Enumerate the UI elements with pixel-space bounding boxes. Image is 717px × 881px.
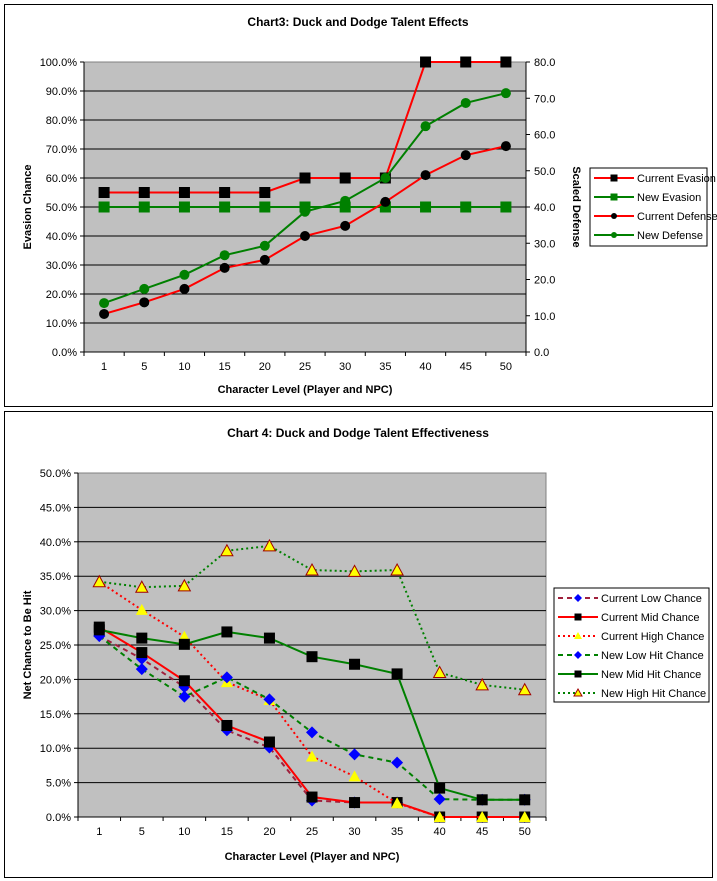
- y-tick-label: 100.0%: [40, 57, 78, 69]
- y2-tick-label: 10.0: [534, 311, 555, 323]
- data-point: [219, 201, 231, 213]
- x-tick-label: 10: [178, 361, 190, 373]
- chart3-title: Chart3: Duck and Dodge Talent Effects: [247, 15, 468, 29]
- legend-label: Current Evasion: [637, 173, 716, 185]
- legend: [589, 167, 708, 247]
- data-point: [259, 240, 270, 251]
- x-tick-label: 45: [460, 361, 472, 373]
- data-point: [99, 308, 110, 319]
- data-point: [219, 187, 231, 198]
- data-point: [179, 283, 190, 294]
- chart3-x-axis-label: Character Level (Player and NPC): [218, 384, 393, 396]
- legend-marker: [611, 232, 617, 238]
- y2-tick-label: 0.0: [534, 347, 549, 359]
- legend-label: New Evasion: [637, 192, 701, 204]
- y2-tick-label: 20.0: [534, 275, 555, 287]
- data-point: [500, 201, 512, 213]
- y2-tick-label: 70.0: [534, 93, 555, 105]
- legend-marker: [610, 174, 618, 182]
- data-point: [300, 206, 310, 217]
- data-point: [99, 298, 110, 309]
- legend-label: Current Defense: [637, 211, 717, 223]
- data-point: [500, 141, 511, 152]
- data-point: [178, 201, 190, 213]
- data-point: [380, 196, 391, 207]
- y-tick-label: 20.0%: [46, 289, 77, 301]
- y2-tick-label: 50.0: [534, 166, 555, 178]
- data-point: [500, 56, 512, 68]
- data-point: [179, 269, 190, 280]
- legend-marker: [610, 193, 618, 201]
- y2-tick-label: 30.0: [534, 238, 555, 250]
- chart3-y2-axis-label: Scaled Defense: [570, 166, 582, 247]
- data-point: [420, 56, 432, 68]
- data-point: [259, 187, 271, 198]
- data-point: [340, 195, 351, 206]
- data-point: [259, 254, 270, 265]
- x-tick-label: 35: [379, 361, 391, 373]
- data-point: [420, 201, 432, 213]
- data-point: [460, 150, 471, 161]
- x-tick-label: 5: [141, 361, 147, 373]
- data-point: [219, 262, 230, 273]
- data-point: [500, 88, 511, 99]
- data-point: [460, 201, 472, 213]
- x-tick-label: 15: [219, 361, 231, 373]
- data-point: [138, 201, 150, 213]
- data-point: [139, 283, 150, 294]
- x-tick-label: 20: [259, 361, 271, 373]
- data-point: [340, 220, 351, 231]
- data-point: [300, 231, 310, 241]
- y2-tick-label: 40.0: [534, 202, 555, 214]
- data-point: [178, 187, 190, 198]
- legend-marker: [611, 213, 617, 219]
- x-tick-label: 50: [500, 361, 512, 373]
- data-point: [460, 97, 471, 108]
- x-tick-label: 30: [339, 361, 351, 373]
- data-point: [460, 56, 472, 68]
- y-tick-label: 70.0%: [46, 144, 77, 156]
- x-tick-label: 40: [419, 361, 431, 373]
- y-tick-label: 90.0%: [46, 86, 77, 98]
- data-point: [380, 173, 391, 183]
- x-tick-label: 25: [299, 361, 311, 373]
- data-point: [420, 170, 431, 181]
- y-tick-label: 0.0%: [52, 347, 77, 359]
- data-point: [420, 121, 431, 132]
- y-tick-label: 40.0%: [46, 231, 77, 243]
- y2-tick-label: 80.0: [534, 57, 555, 69]
- y-tick-label: 60.0%: [46, 173, 77, 185]
- y-tick-label: 30.0%: [46, 260, 77, 272]
- data-point: [98, 187, 110, 198]
- y-tick-label: 10.0%: [46, 318, 77, 330]
- x-tick-label: 1: [101, 361, 107, 373]
- data-point: [339, 172, 351, 184]
- data-point: [219, 250, 230, 261]
- data-point: [98, 201, 110, 213]
- data-point: [299, 172, 311, 184]
- data-point: [139, 297, 150, 308]
- y2-tick-label: 60.0: [534, 130, 555, 142]
- y-tick-label: 80.0%: [46, 115, 77, 127]
- data-point: [259, 201, 271, 213]
- chart3-y-axis-label: Evasion Chance: [22, 165, 34, 250]
- data-point: [138, 187, 150, 198]
- legend-label: New Defense: [637, 230, 703, 242]
- y-tick-label: 50.0%: [46, 202, 77, 214]
